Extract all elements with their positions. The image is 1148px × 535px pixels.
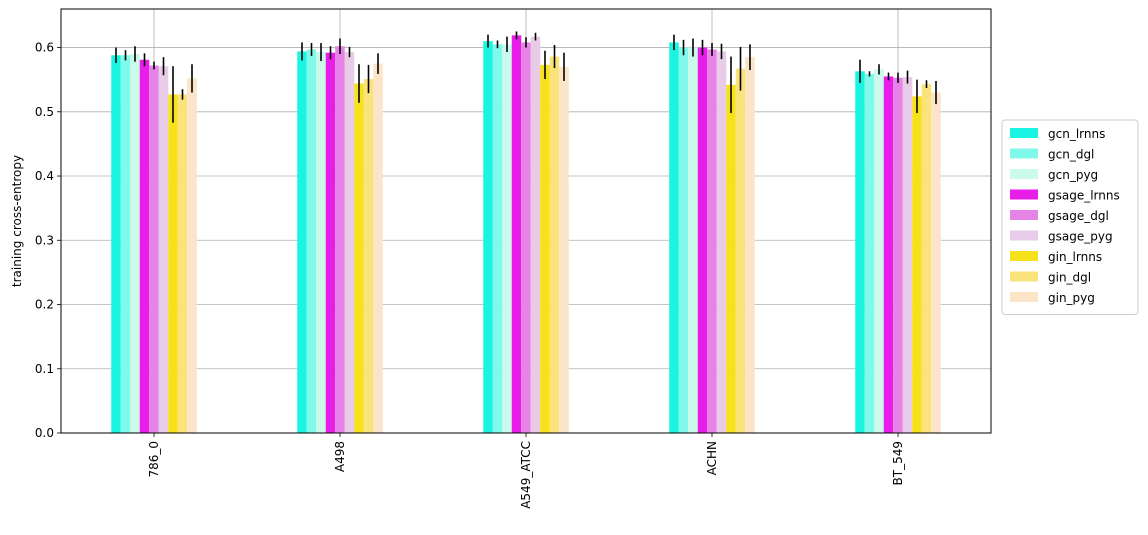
x-tick-label: A549_ATCC (519, 441, 533, 509)
bar (716, 51, 727, 434)
legend-label: gcn_lrnns (1048, 127, 1105, 141)
bar (669, 42, 679, 433)
x-tick-label: A498 (333, 441, 347, 472)
bar (483, 41, 493, 433)
bar (688, 47, 698, 433)
bar (187, 78, 197, 433)
bar (316, 52, 326, 434)
legend-label: gin_lrnns (1048, 250, 1102, 264)
y-tick-label: 0.0 (35, 426, 54, 440)
legend-swatch (1010, 148, 1038, 159)
bar (530, 36, 541, 434)
x-tick-label: 786_0 (147, 441, 161, 478)
legend-label: gin_dgl (1048, 271, 1091, 285)
y-tick-label: 0.5 (35, 105, 54, 119)
bar (540, 64, 550, 434)
bar (678, 47, 689, 433)
bar (306, 49, 317, 434)
bar (335, 46, 345, 433)
legend-label: gsage_lrnns (1048, 189, 1120, 203)
bar (726, 84, 736, 433)
bar (325, 52, 336, 434)
x-tick-label: ACHN (705, 441, 719, 475)
bar (511, 35, 522, 434)
legend-swatch (1010, 292, 1038, 302)
bar (549, 56, 560, 433)
bar (373, 63, 383, 434)
legend-label: gsage_pyg (1048, 230, 1113, 244)
legend-box (1001, 119, 1139, 315)
bar (139, 59, 150, 433)
bar (883, 76, 894, 434)
bar (354, 83, 364, 433)
bar (707, 49, 717, 434)
legend-swatch (1010, 251, 1038, 261)
bar (168, 94, 178, 434)
y-tick-label: 0.4 (35, 169, 54, 183)
legend-swatch (1010, 189, 1038, 200)
bar (912, 96, 922, 434)
legend-label: gin_pyg (1048, 291, 1095, 305)
bar (559, 66, 569, 434)
bar (297, 51, 307, 434)
bar (120, 55, 131, 433)
bar (893, 77, 903, 434)
legend-swatch (1010, 230, 1038, 241)
bar (931, 92, 941, 434)
bar (363, 79, 374, 434)
x-axis: 786_0 A498 A549_ATCC ACHN BT_549 (147, 433, 905, 509)
legend: gcn_lrnns gcn_dgl gcn_pyg gsage_lrnns gsage_… (1001, 119, 1139, 315)
legend-swatch (1010, 271, 1038, 282)
bar (902, 77, 913, 433)
legend-label: gcn_pyg (1048, 168, 1098, 182)
legend-swatch (1010, 210, 1038, 220)
y-axis-label: training cross-entropy (10, 155, 24, 287)
bar (735, 68, 746, 433)
bar (130, 53, 140, 433)
legend-swatch (1010, 128, 1038, 138)
bar (492, 44, 503, 433)
y-tick-label: 0.1 (35, 362, 54, 376)
legend-label: gsage_dgl (1048, 209, 1109, 223)
x-tick-label: BT_549 (891, 441, 905, 485)
bar (158, 66, 169, 434)
legend-label: gcn_dgl (1048, 148, 1094, 162)
bar (502, 44, 512, 433)
bar (697, 47, 708, 433)
bar (864, 73, 875, 433)
bar (921, 84, 932, 433)
y-tick-label: 0.3 (35, 233, 54, 247)
error-bars-layer (115, 31, 937, 123)
bar (745, 57, 755, 433)
y-tick-label: 0.6 (35, 41, 54, 55)
bar (521, 42, 531, 433)
y-axis: 0.0 0.1 0.2 0.3 0.4 0.5 0.6 (35, 41, 61, 440)
bar (149, 65, 159, 434)
bar (855, 71, 865, 433)
bar (177, 94, 188, 434)
y-tick-label: 0.2 (35, 298, 54, 312)
bars-layer (111, 35, 941, 434)
legend-swatch (1010, 169, 1038, 179)
bar (344, 52, 355, 434)
bar (874, 69, 884, 433)
bar (111, 55, 121, 433)
